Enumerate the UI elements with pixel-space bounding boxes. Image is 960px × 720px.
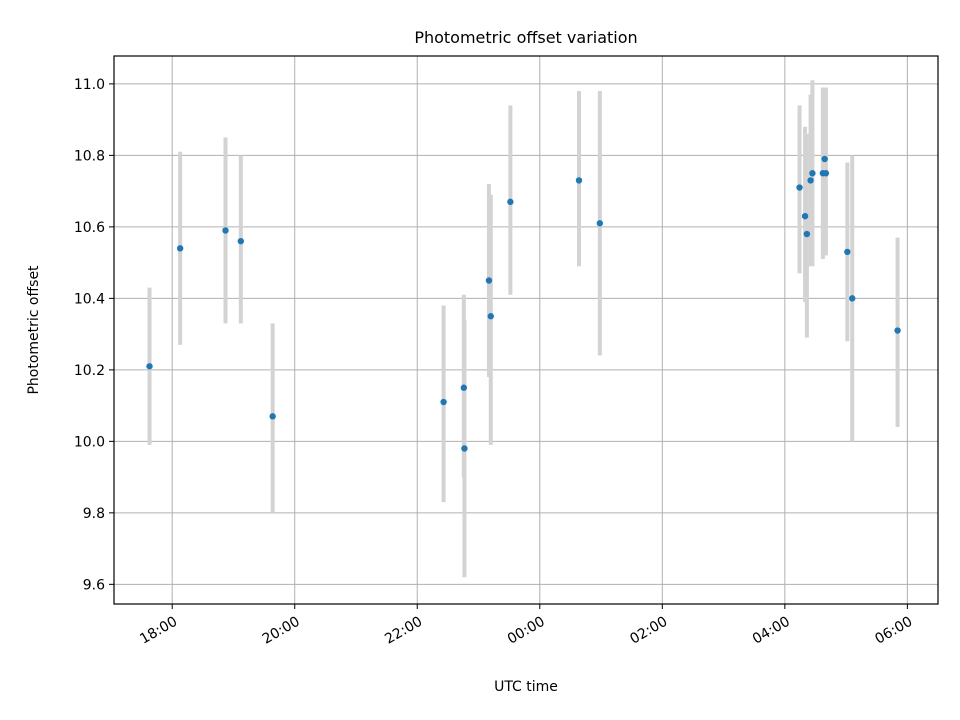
data-point <box>809 170 816 177</box>
y-tick-label: 9.6 <box>83 577 105 593</box>
y-tick-label: 10.4 <box>74 291 105 307</box>
x-axis-label: UTC time <box>494 679 558 695</box>
y-axis-ticks: 9.6 9.8 10.0 10.2 10.4 10.6 10.8 11.0 <box>74 77 114 593</box>
data-point <box>461 445 468 452</box>
data-point <box>801 212 809 220</box>
data-point <box>146 363 153 370</box>
data-point <box>894 327 901 334</box>
data-point <box>803 230 811 238</box>
data-point <box>269 413 276 420</box>
data-point <box>237 237 245 245</box>
data-point <box>507 198 514 206</box>
y-tick-label: 9.8 <box>83 506 105 522</box>
y-tick-label: 10.6 <box>74 220 105 236</box>
data-point <box>222 227 229 234</box>
data-point <box>844 248 851 256</box>
y-tick-label: 11.0 <box>74 77 105 93</box>
data-point <box>440 398 447 406</box>
y-tick-label: 10.0 <box>74 434 105 450</box>
data-point <box>821 155 828 163</box>
y-axis-label: Photometric offset <box>26 265 42 395</box>
data-point <box>849 295 856 302</box>
data-point <box>176 245 184 252</box>
data-point <box>596 220 604 227</box>
data-point <box>807 177 814 184</box>
data-point <box>796 184 803 191</box>
data-point <box>485 277 493 284</box>
y-tick-label: 10.2 <box>74 363 105 379</box>
data-point <box>487 313 494 320</box>
plot-frame <box>113 55 939 605</box>
data-point <box>822 170 830 177</box>
chart-title: Photometric offset variation <box>414 28 637 47</box>
data-point <box>575 177 583 184</box>
data-point <box>460 384 468 391</box>
y-tick-label: 10.8 <box>74 148 105 164</box>
data-points <box>146 155 901 452</box>
